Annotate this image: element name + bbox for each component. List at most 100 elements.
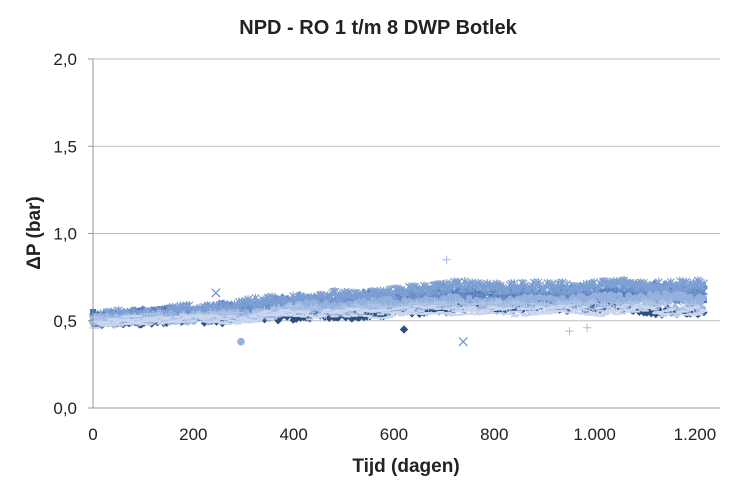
data-point [446,300,454,308]
data-point [316,306,324,314]
data-point [381,312,389,320]
series-points [89,303,708,329]
data-point [433,298,442,306]
data-point [275,315,284,323]
x-tick-label: 600 [380,425,408,444]
y-tick-label: 0,0 [53,399,77,418]
data-point [456,298,464,306]
data-point [545,300,553,309]
data-point [667,298,675,306]
data-point [122,311,130,320]
data-point [644,308,652,316]
data-point [698,302,707,310]
data-point [641,296,649,305]
data-point [519,299,527,308]
data-point [143,310,151,318]
y-axis-label: ΔP (bar) [24,196,45,270]
data-point [512,299,520,308]
x-tick-label: 1.000 [573,425,616,444]
data-point [494,299,502,307]
data-point [569,303,577,311]
data-point [399,325,409,334]
x-tick-labels: 0 200 400 600 800 1.000 1.200 [88,425,716,444]
chart-title: NPD - RO 1 t/m 8 DWP Botlek [239,17,517,39]
data-point [237,337,245,346]
data-point [582,323,592,332]
data-point [588,298,597,306]
data-point [221,310,230,318]
data-point [479,299,487,308]
data-point [334,314,342,322]
data-point [527,293,535,300]
data-point [200,319,208,327]
data-point [360,314,368,322]
data-point [647,299,655,307]
data-point [565,327,574,336]
y-tick-label: 1,0 [53,225,77,244]
data-point [576,300,585,308]
data-point [528,299,537,308]
x-axis-label: Tijd (dagen) [352,456,459,477]
data-point [699,279,708,288]
data-point [260,316,269,324]
data-point [303,299,310,306]
data-point [361,309,369,317]
data-points [88,255,708,347]
x-tick-label: 400 [279,425,307,444]
data-point [295,301,303,309]
data-point [387,302,395,310]
data-point [587,299,595,307]
data-point [492,307,500,315]
data-point [442,255,451,264]
data-point [563,298,571,306]
x-tick-label: 1.200 [674,425,717,444]
data-point [564,295,570,302]
data-point [211,288,221,298]
data-point [465,288,473,296]
data-point [367,301,375,310]
data-point [534,278,543,287]
data-point [458,337,468,347]
y-tick-label: 2,0 [53,50,77,69]
data-point [288,302,296,310]
data-point [235,309,243,317]
data-point [218,308,227,316]
data-point [497,298,505,307]
data-point [662,300,670,308]
data-point [652,310,660,319]
data-point [655,303,663,311]
data-point [699,287,708,296]
outlier-points [211,255,592,347]
data-point [90,314,99,322]
data-point [495,298,503,306]
data-point [647,310,655,318]
data-point [700,294,708,302]
gridlines [93,58,720,322]
axes [88,58,720,409]
data-point [654,291,661,298]
data-point [319,307,327,315]
data-point [572,297,580,306]
data-point [426,296,434,304]
data-point [682,300,690,308]
data-point [457,284,466,294]
y-tick-label: 0,5 [53,312,77,331]
data-point [465,294,473,302]
data-point [149,309,157,318]
y-tick-label: 1,5 [53,137,77,156]
x-tick-label: 200 [179,425,207,444]
data-point [348,315,356,323]
x-tick-label: 0 [88,425,97,444]
data-point [564,307,573,315]
data-point [540,298,546,305]
data-point [289,316,297,324]
data-point [386,295,393,303]
data-point [421,299,430,307]
data-point [480,299,488,307]
data-point [649,307,657,315]
data-point [459,299,467,307]
data-point [557,300,565,309]
data-point [632,299,640,308]
data-point [355,314,363,322]
